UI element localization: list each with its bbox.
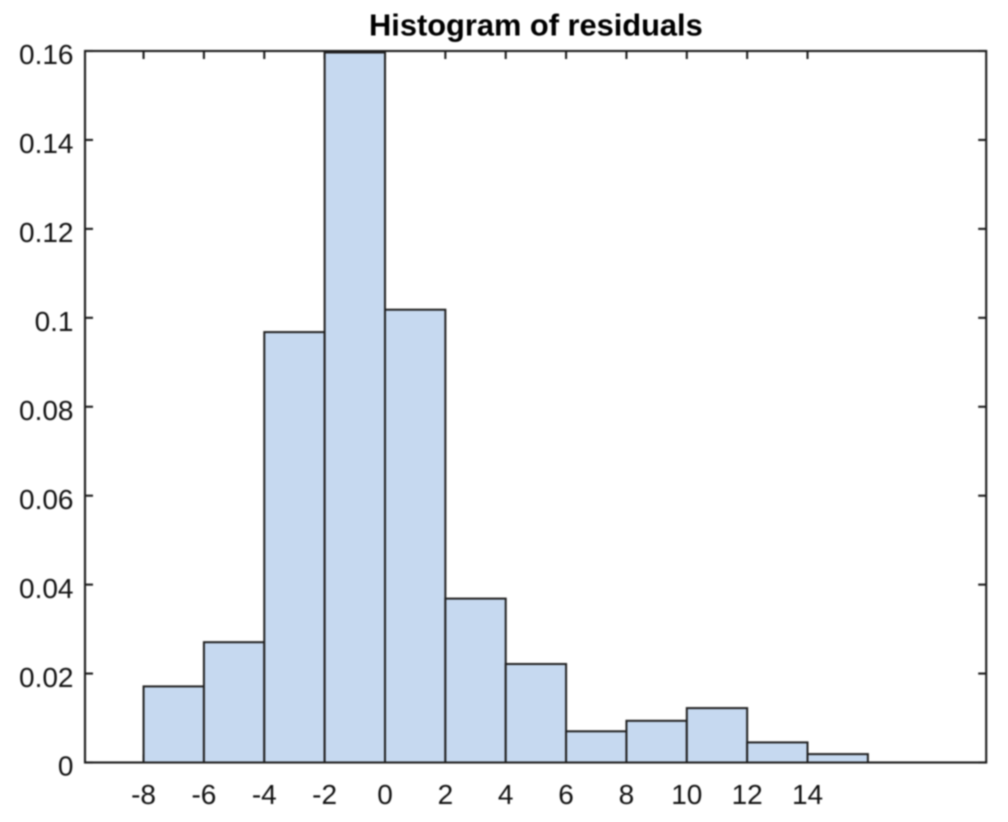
svg-text:0.12: 0.12: [19, 217, 74, 248]
svg-text:-6: -6: [191, 779, 216, 810]
svg-text:0.06: 0.06: [19, 484, 74, 515]
svg-text:10: 10: [671, 779, 702, 810]
svg-text:0: 0: [377, 779, 393, 810]
svg-text:12: 12: [732, 779, 763, 810]
svg-text:-2: -2: [312, 779, 337, 810]
svg-text:0.16: 0.16: [19, 39, 74, 70]
svg-text:14: 14: [792, 779, 823, 810]
svg-text:Histogram of residuals: Histogram of residuals: [369, 7, 703, 42]
svg-text:0.02: 0.02: [19, 662, 74, 693]
svg-text:2: 2: [438, 779, 454, 810]
svg-text:-4: -4: [252, 779, 277, 810]
svg-text:6: 6: [558, 779, 574, 810]
svg-text:0.14: 0.14: [19, 128, 74, 159]
svg-text:8: 8: [619, 779, 635, 810]
svg-text:0.08: 0.08: [19, 395, 74, 426]
svg-text:0.04: 0.04: [19, 573, 74, 604]
svg-text:0.1: 0.1: [35, 306, 74, 337]
svg-text:-8: -8: [131, 779, 156, 810]
svg-text:0: 0: [58, 751, 74, 782]
svg-text:4: 4: [498, 779, 514, 810]
